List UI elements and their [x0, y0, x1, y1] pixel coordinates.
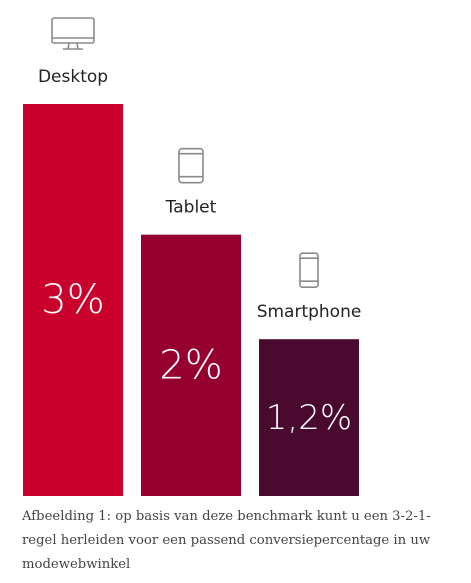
- tablet-icon: [178, 147, 204, 184]
- bar-smartphone: [259, 339, 359, 496]
- bar-desktop: [23, 104, 123, 496]
- value-label-desktop: 3%: [41, 277, 104, 323]
- value-label-smartphone: 1,2%: [266, 398, 352, 438]
- figure-caption: Afbeelding 1: op basis van deze benchmar…: [22, 509, 431, 572]
- desktop-monitor-icon: [51, 17, 95, 50]
- bar-tablet: [141, 234, 241, 496]
- bar-chart: Desktop 3% Tablet 2% Smartphone 1,2%: [23, 17, 362, 496]
- smartphone-icon: [299, 252, 319, 288]
- category-label-smartphone: Smartphone: [257, 302, 362, 322]
- value-label-tablet: 2%: [159, 342, 222, 388]
- category-label-desktop: Desktop: [38, 67, 108, 87]
- category-label-tablet: Tablet: [165, 198, 217, 218]
